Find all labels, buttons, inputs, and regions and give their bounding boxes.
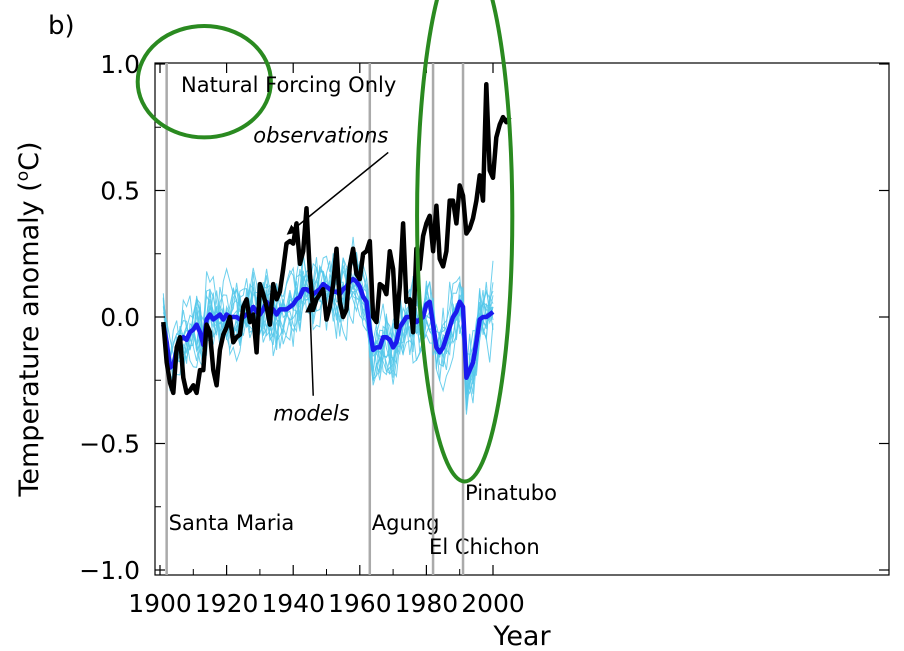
x-axis-title: Year [492,621,551,651]
highlight-ellipses [135,0,515,484]
highlight-ellipse [135,24,273,140]
y-tick-label: 0.5 [100,177,140,206]
annotation-arrow [286,151,389,235]
y-tick-label: 1.0 [100,50,140,79]
y-tick-label: −0.5 [79,430,140,459]
x-tick-label: 2000 [461,589,525,618]
highlight-ellipse [415,0,515,484]
annotation-models: models [273,402,349,426]
y-tick-label: −1.0 [79,556,140,585]
annotation-arrow [305,302,316,396]
annotations: observations models [253,123,389,426]
series-line-models [161,276,495,380]
volcano-label: El Chichon [429,535,540,559]
y-axis-title-main: Temperature anomaly ( [14,181,45,497]
volcano-label: Pinatubo [465,481,557,505]
x-tick-label: 1920 [195,589,259,618]
series-layer [161,81,512,396]
volcano-label: Santa Maria [169,511,295,535]
axis-ticks: 1900 1920 1940 1960 1980 2000 1.0 0.5 0.0 −0.5 −1.… [79,50,889,618]
model-member-run [162,255,494,410]
volcano-label: Agung [372,511,440,535]
y-axis-title-degree: o [13,171,33,181]
series-line-observations [161,81,512,396]
y-axis-title: Temperature anomaly (oC) [13,141,45,497]
y-axis-title-unit: C) [14,141,45,170]
x-tick-label: 1980 [395,589,459,618]
panel-label: b) [48,11,75,41]
y-tick-label: 0.0 [100,303,140,332]
annotation-observations: observations [253,123,388,147]
forcing-label: Natural Forcing Only [181,73,396,97]
x-tick-label: 1940 [261,589,325,618]
x-tick-label: 1900 [128,589,192,618]
x-tick-label: 1960 [328,589,392,618]
